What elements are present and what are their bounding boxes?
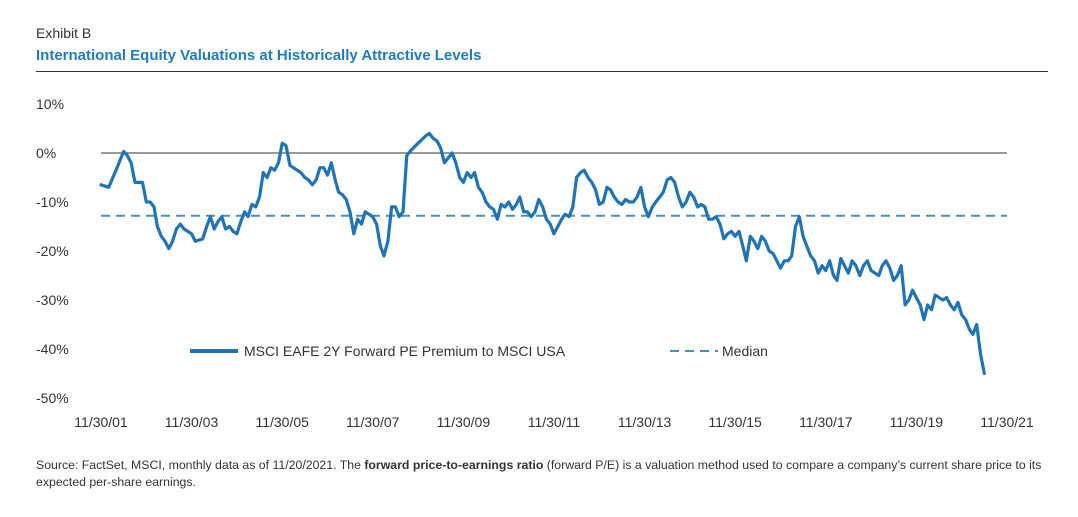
- source-text-bold: forward price-to-earnings ratio: [364, 458, 544, 472]
- y-tick-label: 0%: [36, 145, 56, 161]
- x-tick-label: 11/30/07: [346, 414, 400, 430]
- title-rule: [36, 71, 1048, 72]
- source-text-2: (forward P/E) is a valuation method used…: [36, 458, 1042, 489]
- x-tick-label: 11/30/11: [528, 414, 581, 430]
- x-tick-label: 11/30/03: [165, 414, 219, 430]
- x-tick-label: 11/30/05: [255, 414, 309, 430]
- y-tick-label: 10%: [36, 96, 64, 112]
- x-tick-label: 11/30/17: [799, 414, 853, 430]
- chart-title: International Equity Valuations at Histo…: [36, 47, 482, 64]
- x-tick-label: 11/30/13: [618, 414, 672, 430]
- source-text-1: Source: FactSet, MSCI, monthly data as o…: [36, 458, 365, 472]
- y-tick-label: -20%: [36, 243, 69, 259]
- y-tick-label: -10%: [36, 194, 69, 210]
- x-tick-label: 11/30/21: [980, 414, 1034, 430]
- y-tick-label: -40%: [36, 341, 69, 357]
- x-tick-label: 11/30/09: [437, 414, 491, 430]
- exhibit-label: Exhibit B: [36, 25, 92, 41]
- legend-label-median: Median: [722, 343, 768, 359]
- x-tick-label: 11/30/15: [708, 414, 762, 430]
- x-tick-label: 11/30/01: [74, 414, 128, 430]
- series-line-eafe-premium: [99, 131, 986, 376]
- x-tick-label: 11/30/19: [890, 414, 944, 430]
- source-note: Source: FactSet, MSCI, monthly data as o…: [36, 457, 1051, 491]
- y-tick-label: -50%: [36, 390, 69, 406]
- y-tick-label: -30%: [36, 292, 69, 308]
- legend-label-eafe: MSCI EAFE 2Y Forward PE Premium to MSCI …: [244, 343, 566, 359]
